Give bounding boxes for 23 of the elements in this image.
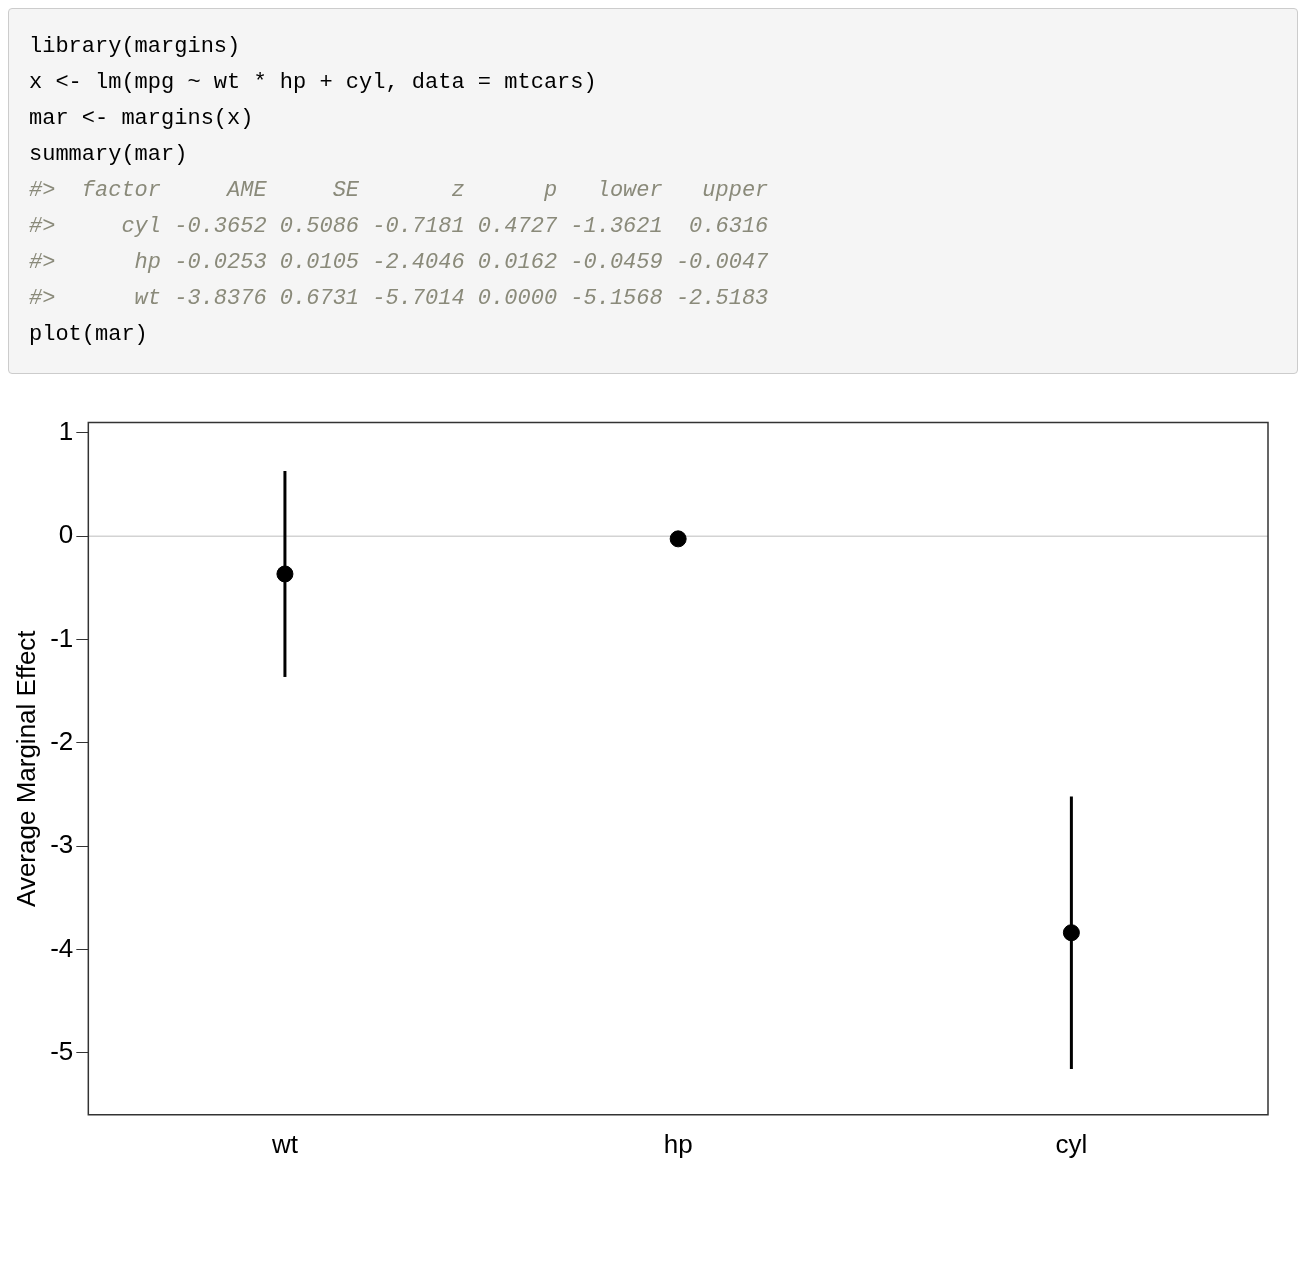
y-tick-label: -5 xyxy=(50,1035,74,1066)
text: x <- lm(mpg ~ wt * hp + cyl, data = mtcars) xyxy=(29,69,598,97)
text: #> hp -0.0253 0.0105 -2.4046 0.0162 -0.0459 -0.0047 xyxy=(29,249,770,277)
text: library(margins) xyxy=(29,33,242,61)
y-tick-label: -2 xyxy=(50,726,74,757)
y-tick-label: -3 xyxy=(50,829,74,860)
x-tick-label: wt xyxy=(270,1128,299,1159)
text: mar <- margins(x) xyxy=(29,105,255,133)
point xyxy=(1062,924,1080,942)
text: #> factor AME SE z p lower upper xyxy=(29,177,770,205)
y-tick-label: 0 xyxy=(58,519,74,550)
text: #> cyl -0.3652 0.5086 -0.7181 0.4727 -1.3621 0.6316 xyxy=(29,213,770,241)
point xyxy=(669,530,687,548)
x-tick-label: cyl xyxy=(1055,1128,1088,1159)
text: #> wt -3.8376 0.6731 -5.7014 0.0000 -5.1568 -2.5183 xyxy=(29,285,770,313)
y-tick-label: 1 xyxy=(58,416,74,447)
y-axis-title: Average Marginal Effect xyxy=(10,629,41,907)
point xyxy=(276,565,294,583)
x-tick-label: hp xyxy=(663,1128,693,1159)
y-tick-label: -1 xyxy=(50,622,74,653)
text: plot(mar) xyxy=(29,321,149,349)
y-tick-label: -4 xyxy=(50,932,74,963)
text: summary(mar) xyxy=(29,141,189,169)
